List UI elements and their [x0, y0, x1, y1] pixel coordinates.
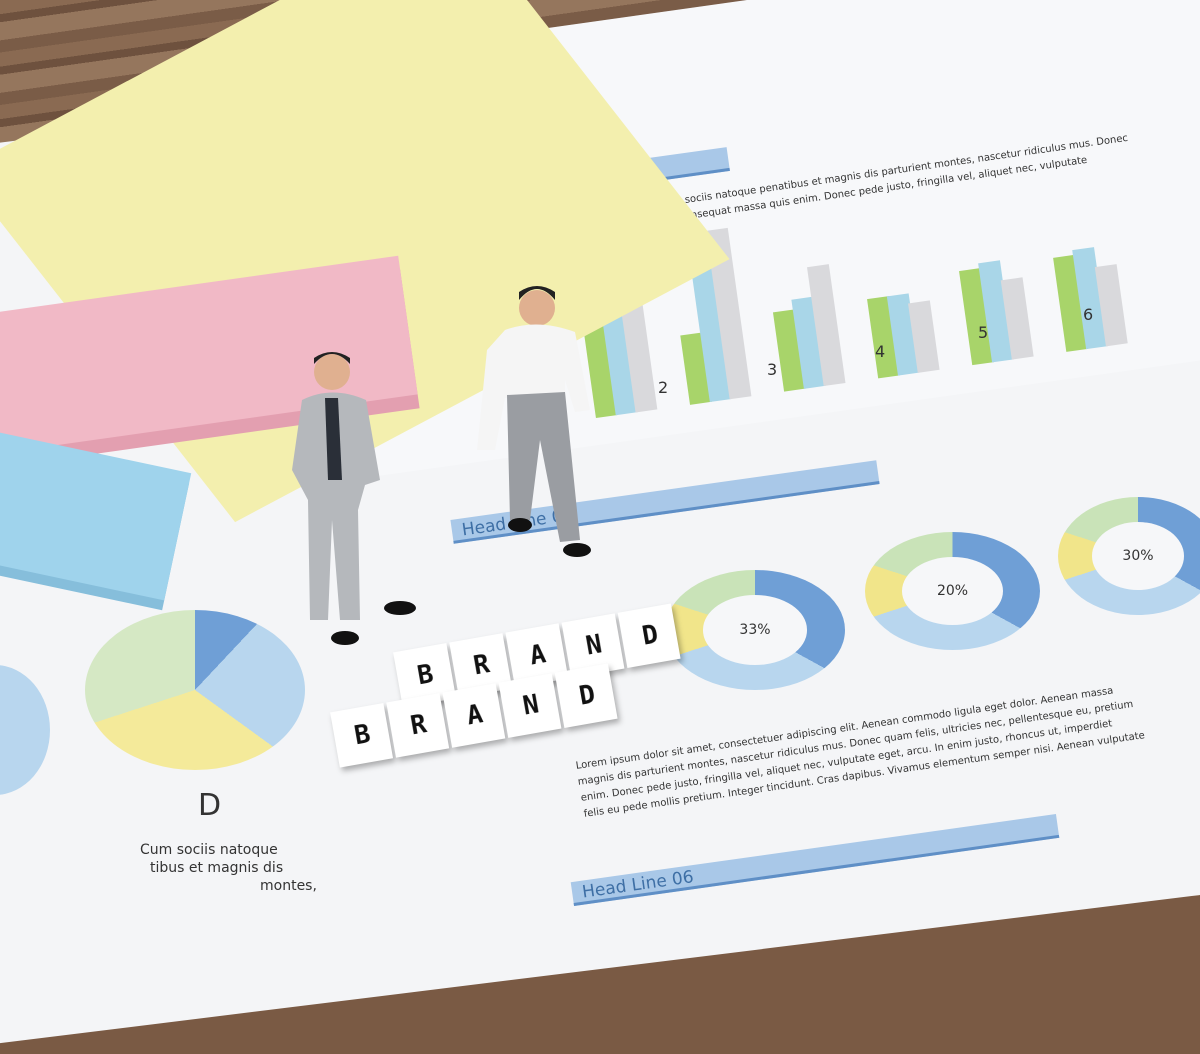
bar-label: 6 — [1083, 305, 1094, 324]
bar-label: 2 — [658, 378, 669, 397]
donut-chart: 30% — [1058, 497, 1200, 615]
pie-caption: montes, — [260, 878, 317, 894]
donut-value: 33% — [702, 595, 808, 665]
man-figure-white-shirt — [477, 286, 591, 557]
donut-value: 30% — [1091, 521, 1185, 591]
donut-chart: 20% — [865, 532, 1040, 650]
donut-chart: 33% — [665, 570, 845, 690]
donut-value: 20% — [901, 556, 1004, 626]
bar-label: 5 — [978, 323, 989, 342]
pie-caption: Cum sociis natoque — [140, 842, 278, 858]
bar-label: 4 — [875, 342, 886, 361]
pie-label: D — [198, 788, 222, 823]
pie-chart — [85, 610, 305, 770]
businessman-figure-suit — [292, 352, 416, 645]
bar-label: 3 — [767, 360, 778, 379]
pie-caption: tibus et magnis dis — [150, 860, 284, 876]
